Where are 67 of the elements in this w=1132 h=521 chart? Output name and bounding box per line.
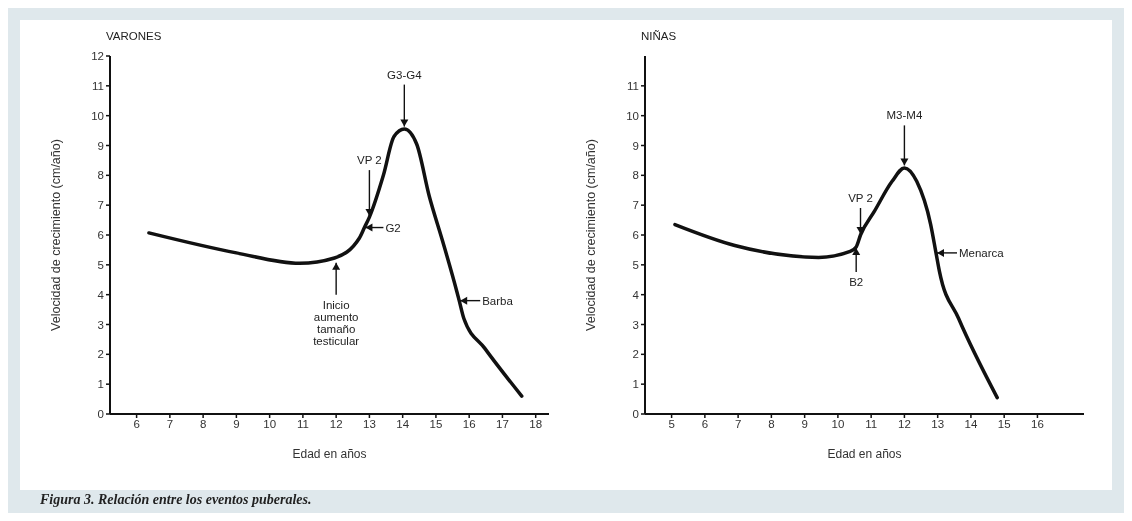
x-tick-label: 15	[429, 418, 443, 431]
annotation: VP 2	[848, 192, 873, 204]
y-tick-label: 3	[97, 318, 104, 331]
y-tick-label: 1	[97, 378, 104, 391]
annotation: B2	[849, 275, 864, 288]
x-tick-label: 9	[233, 418, 240, 431]
y-tick-label: 8	[97, 169, 104, 182]
x-tick-label: 18	[529, 418, 543, 431]
annotation: Barba	[482, 294, 514, 307]
x-tick-label: 7	[166, 418, 174, 431]
y-tick-label: 9	[632, 139, 639, 152]
x-tick-label: 10	[263, 418, 277, 431]
annotation: VP 2	[357, 154, 382, 167]
y-tick-label: 7	[632, 199, 639, 212]
x-tick-label: 6	[701, 418, 709, 431]
y-tick-label: 4	[632, 288, 640, 301]
y-tick-label: 1	[632, 378, 639, 391]
x-tick-label: 16	[1031, 418, 1044, 431]
x-tick-label: 14	[964, 418, 978, 431]
annotation: G3-G4	[387, 68, 423, 81]
line-series	[147, 127, 524, 398]
y-tick-label: 10	[626, 109, 639, 122]
x-tick-label: 13	[931, 418, 945, 431]
y-tick-label: 5	[632, 258, 639, 271]
x-tick-label: 12	[329, 418, 343, 431]
y-axis-title: Velocidad de crecimiento (cm/año)	[49, 139, 64, 331]
x-tick-label: 7	[734, 418, 742, 431]
y-tick-label: 3	[632, 318, 639, 331]
x-tick-label: 10	[831, 418, 845, 431]
x-tick-label: 6	[133, 418, 140, 431]
y-tick-label: 9	[97, 139, 104, 152]
x-tick-label: 11	[865, 418, 878, 431]
x-axis-title: Edad en años	[827, 447, 902, 461]
y-axis-title: Velocidad de crecimiento (cm/año)	[584, 139, 599, 331]
x-tick-label: 15	[997, 418, 1011, 431]
chart-title: NIÑAS	[641, 30, 677, 42]
x-tick-label: 9	[801, 418, 808, 431]
x-tick-label: 8	[768, 418, 775, 431]
chart-title: VARONES	[106, 30, 162, 42]
x-tick-label: 16	[462, 418, 476, 431]
x-tick-label: 17	[496, 418, 509, 431]
y-tick-label: 0	[97, 408, 104, 421]
y-tick-label: 12	[91, 50, 104, 63]
y-tick-label: 7	[97, 199, 104, 212]
text: Figura 3. Relación entre los eventos puberales.	[39, 492, 313, 508]
y-tick-label: 5	[97, 258, 104, 271]
y-tick-label: 10	[91, 109, 104, 122]
y-tick-label: 6	[632, 229, 639, 242]
y-tick-label: 6	[97, 229, 104, 242]
x-tick-label: 8	[199, 418, 207, 431]
x-tick-label: 13	[363, 418, 376, 431]
annotation: G2	[385, 221, 401, 234]
x-axis-title: Edad en años	[292, 447, 367, 461]
y-tick-label: 11	[92, 79, 104, 92]
y-tick-label: 8	[632, 169, 639, 182]
annotation: M3-M4	[886, 109, 923, 122]
x-tick-label: 5	[668, 418, 675, 431]
y-tick-label: 2	[632, 348, 639, 361]
annotation: Menarca	[959, 246, 1005, 259]
x-tick-label: 14	[396, 418, 410, 431]
annotation: Inicio aumento tamaño testicular	[313, 298, 360, 347]
x-tick-label: 11	[296, 418, 309, 431]
y-tick-label: 4	[97, 288, 105, 301]
x-tick-label: 12	[898, 418, 911, 431]
y-tick-label: 0	[632, 408, 639, 421]
y-tick-label: 2	[97, 348, 104, 361]
y-tick-label: 11	[627, 79, 639, 92]
